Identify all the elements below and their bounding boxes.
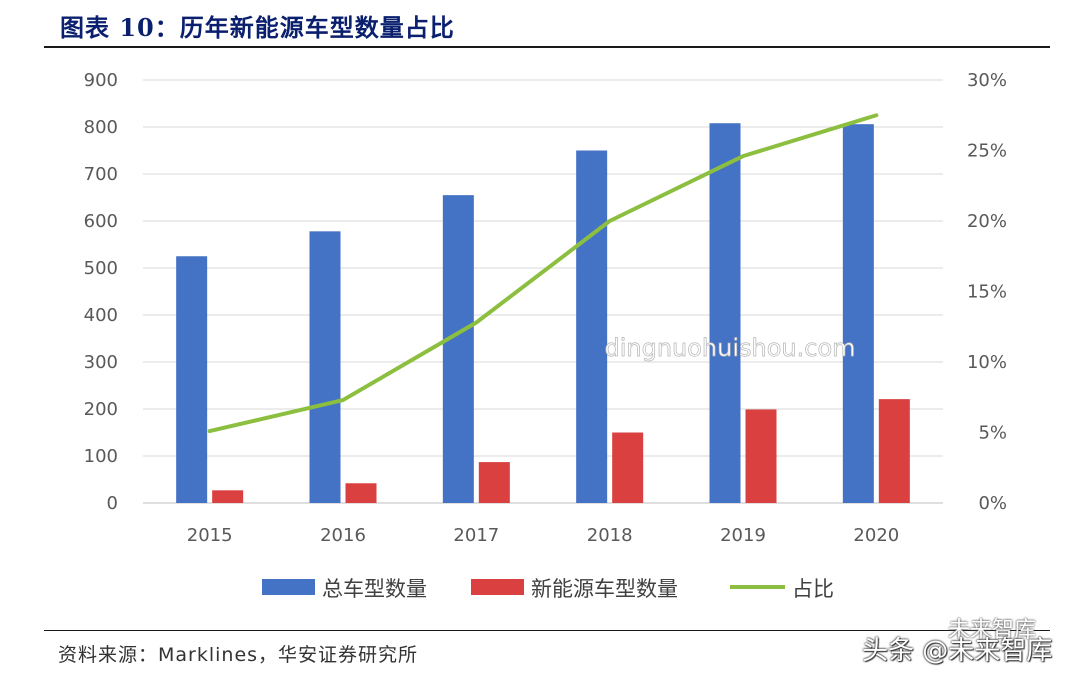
nev-bar [212, 490, 244, 503]
nev-bar [478, 462, 510, 503]
bars [176, 123, 910, 504]
figure-title: 图表 10：历年新能源车型数量占比 [60, 13, 455, 42]
gridlines [143, 79, 943, 504]
footer-divider [44, 630, 1050, 631]
y-left-tick-label: 300 [84, 352, 118, 373]
watermark-bottom-text: 头条 @未来智库 [862, 636, 1053, 666]
x-tick-label: 2019 [720, 525, 766, 546]
y-left-tick-label: 500 [84, 258, 118, 279]
y-left-tick-label: 800 [84, 117, 118, 138]
watermark-center: dingnuohuishou.com [604, 334, 855, 362]
nev-bar [345, 483, 377, 503]
share-line-layer [207, 113, 879, 434]
nev-bar [745, 409, 777, 503]
y-left-tick-label: 100 [84, 446, 118, 467]
total-bar [576, 150, 608, 503]
legend: 总车型数量 新能源车型数量 占比 [262, 577, 834, 601]
source-note: 资料来源：Marklines，华安证券研究所 [58, 644, 419, 666]
nev-bar [612, 432, 644, 503]
legend-total-label: 总车型数量 [322, 577, 427, 601]
legend-share-label: 占比 [792, 577, 834, 601]
share-line [207, 113, 879, 434]
y-left-tick-label: 400 [84, 305, 118, 326]
total-bar [442, 195, 474, 503]
watermark-top: 未来智库 [948, 618, 1037, 643]
legend-nev-swatch [471, 579, 524, 595]
y-right-tick-label: 20% [967, 211, 1007, 232]
legend-total-swatch [262, 579, 315, 595]
x-tick-label: 2016 [320, 525, 366, 546]
nev-bar [878, 399, 910, 503]
y-left-tick-label: 700 [84, 164, 118, 185]
y-right-tick-label: 5% [978, 423, 1007, 444]
x-tick-label: 2018 [587, 525, 633, 546]
total-bar [842, 124, 874, 504]
chart: 0 100 200 300 400 500 600 700 800 900 0% 5% 10% 15% 20… [84, 70, 1007, 601]
y-right-tick-label: 25% [967, 141, 1007, 162]
watermark-bottom: 头条 @未来智库 [862, 630, 1052, 667]
total-bar [309, 231, 341, 503]
total-bar [709, 123, 741, 504]
total-bar [176, 256, 208, 503]
y-left-tick-label: 200 [84, 399, 118, 420]
y-left-tick-label: 900 [84, 70, 118, 91]
y-right-tick-label: 15% [967, 282, 1007, 303]
y-left-tick-label: 0 [107, 493, 118, 514]
y-right-tick-label: 10% [967, 352, 1007, 373]
x-tick-label: 2020 [853, 525, 899, 546]
y-right-tick-label: 0% [978, 493, 1007, 514]
title-divider [44, 46, 1050, 48]
y-left-tick-label: 600 [84, 211, 118, 232]
y-right-tick-label: 30% [967, 70, 1007, 91]
x-tick-label: 2017 [453, 525, 499, 546]
x-tick-label: 2015 [187, 525, 233, 546]
legend-nev-label: 新能源车型数量 [531, 577, 678, 601]
axis-labels: 0 100 200 300 400 500 600 700 800 900 0% 5% 10% 15% 20… [84, 70, 1007, 546]
